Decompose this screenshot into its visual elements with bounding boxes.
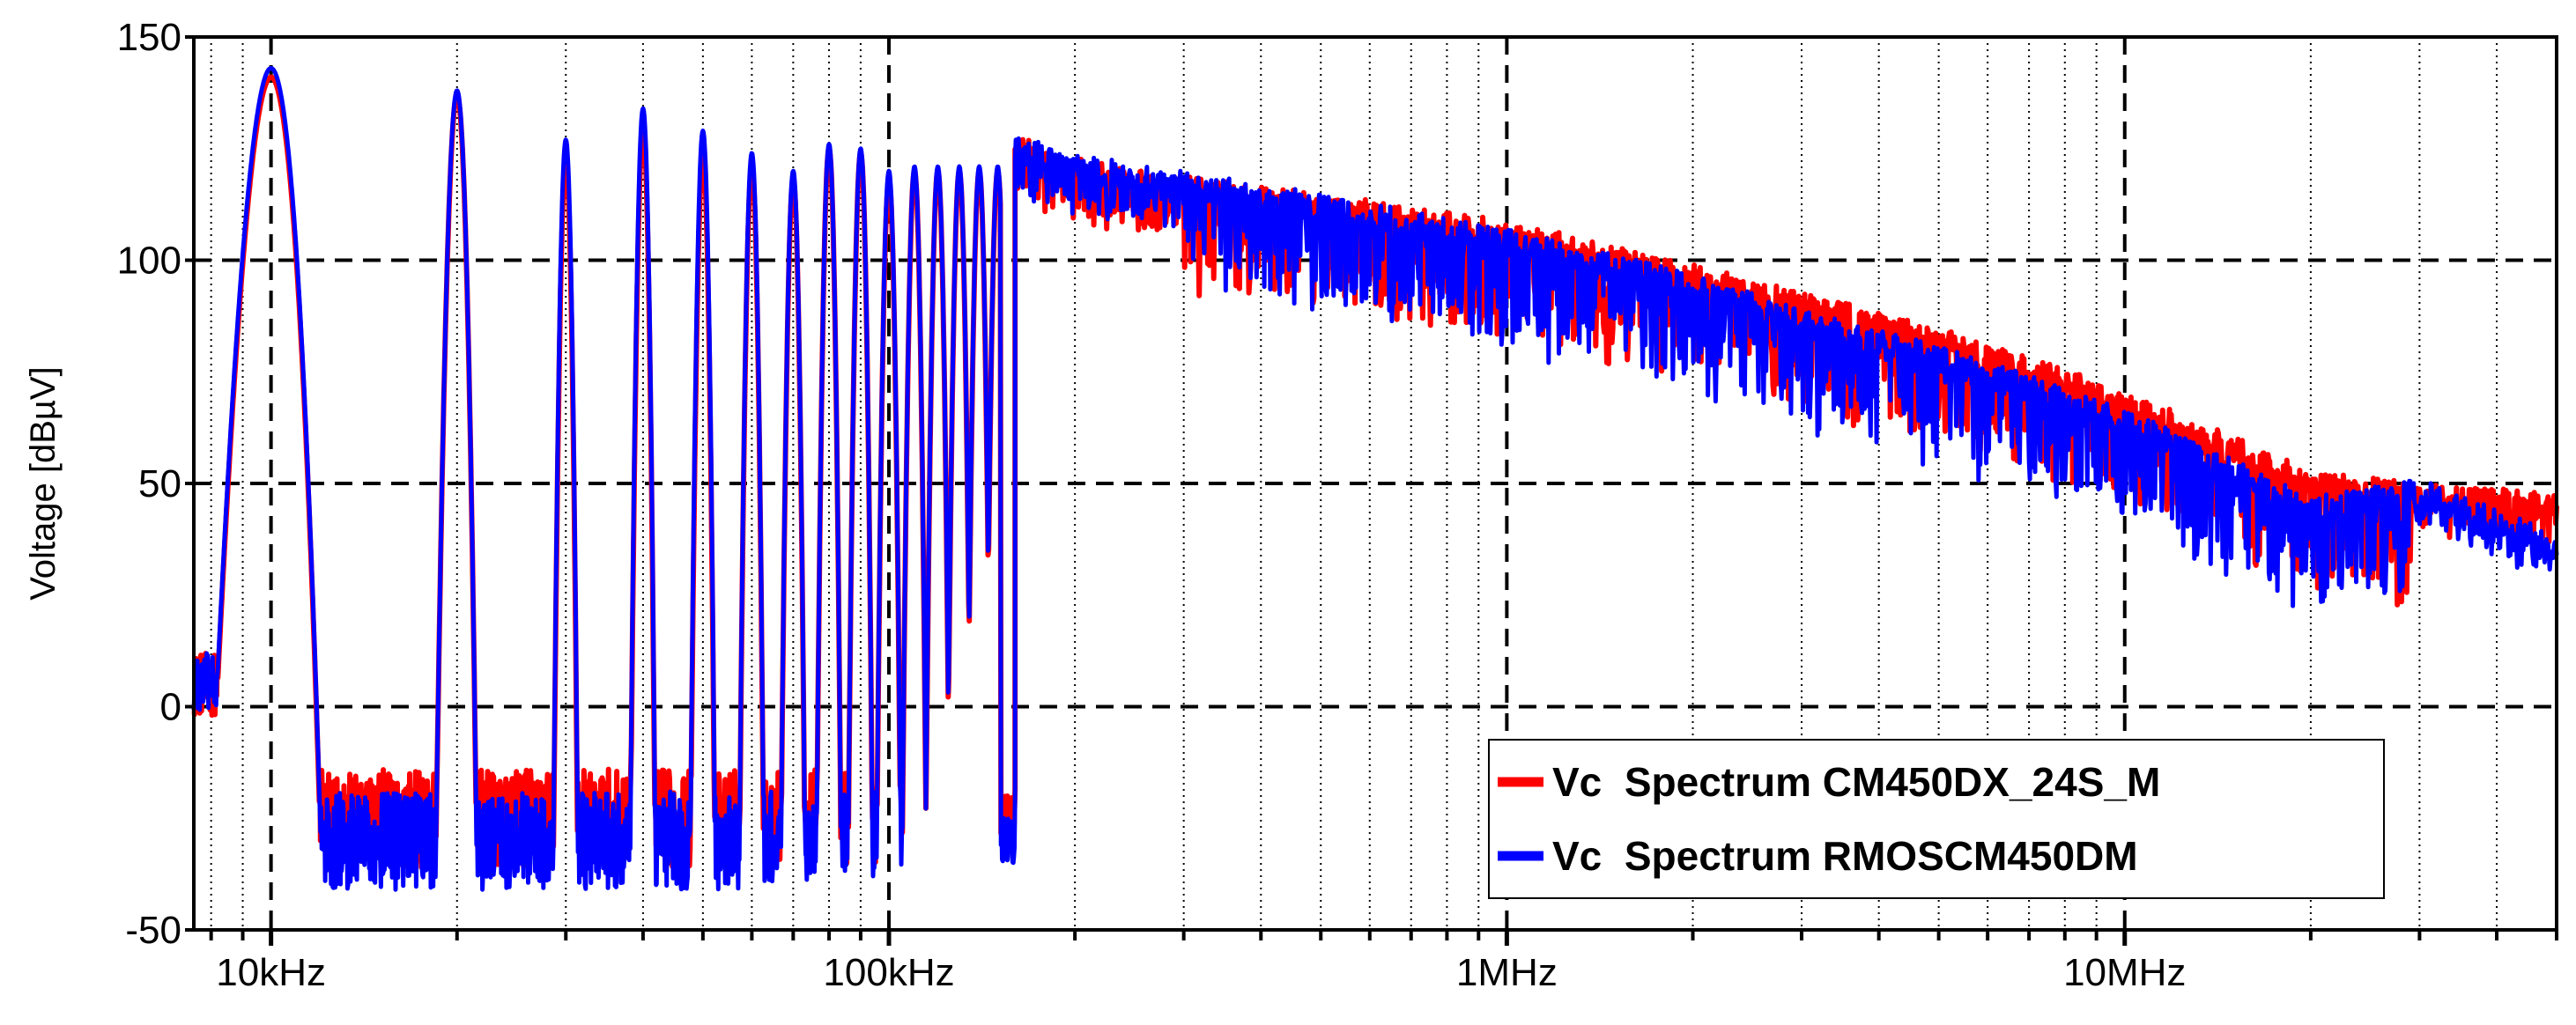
y-tick-label: 50: [138, 462, 181, 505]
y-tick-label: -50: [125, 909, 181, 952]
y-tick-label: 100: [117, 240, 181, 283]
x-tick-label: 1MHz: [1456, 951, 1558, 994]
legend: Vc Spectrum CM450DX_24S_M Vc Spectrum RM…: [1488, 739, 2385, 899]
x-tick-label: 10MHz: [2063, 951, 2186, 994]
tick-labels: -50 0 50 100 150 10kHz 100kHz 1MHz 10MHz: [117, 16, 2187, 994]
series-line-2: [191, 66, 2559, 892]
legend-label-series-2: Vc Spectrum RMOSCM450DM: [1552, 833, 2138, 879]
x-tick-label: 10kHz: [216, 951, 326, 994]
y-axis-title: Voltage [dBµV]: [24, 366, 63, 600]
y-tick-label: 150: [117, 16, 181, 59]
legend-box: [1488, 739, 2385, 899]
y-tick-label: 0: [160, 686, 181, 729]
x-tick-label: 100kHz: [823, 951, 954, 994]
legend-label-series-1: Vc Spectrum CM450DX_24S_M: [1552, 759, 2160, 805]
axes: [185, 35, 2558, 946]
series-lines: [191, 66, 2559, 892]
